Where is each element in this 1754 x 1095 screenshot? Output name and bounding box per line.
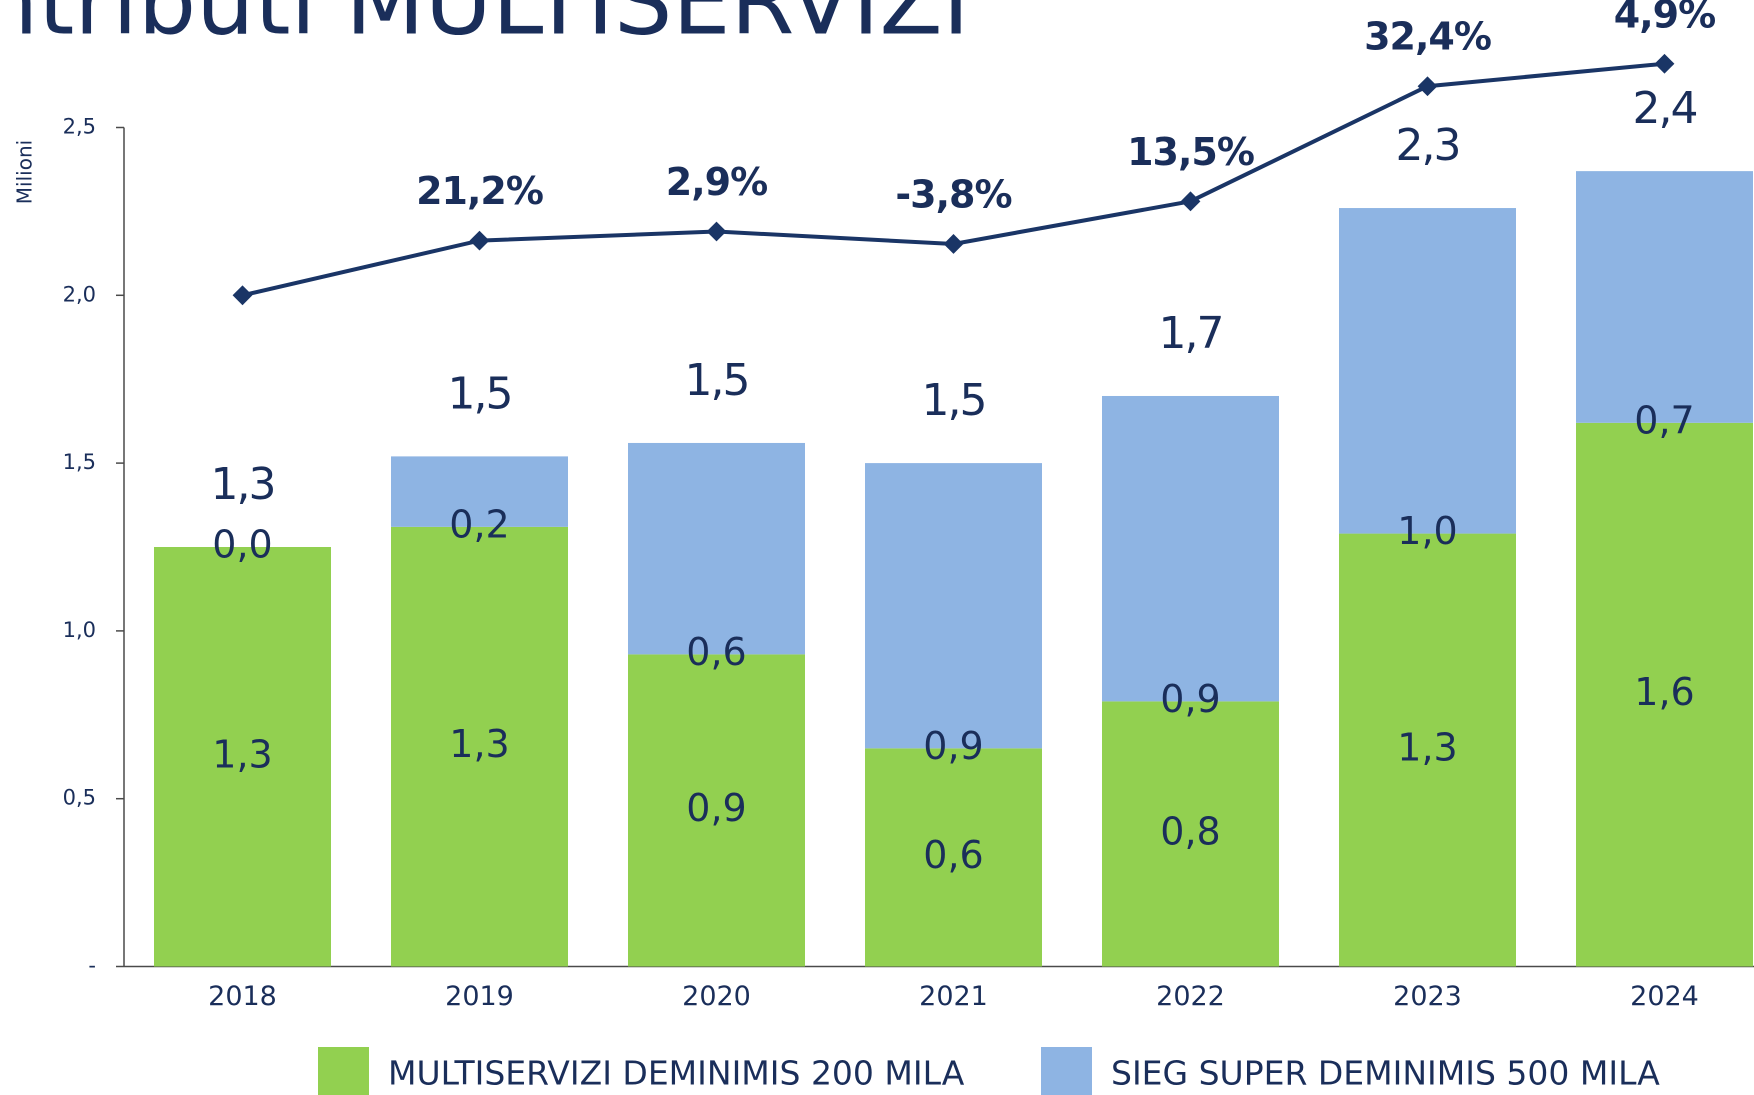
value-label: 0,9: [1160, 677, 1220, 721]
value-label: 0,6: [686, 630, 746, 674]
x-tick-label: 2018: [208, 981, 277, 1012]
growth-marker: [232, 285, 253, 306]
value-label: 0,2: [449, 502, 509, 546]
legend-label: SIEG SUPER DEMINIMIS 500 MILA: [1111, 1054, 1660, 1093]
chart-title: ntributi MULTISERVIZI: [0, 0, 970, 55]
value-label: 1,0: [1397, 509, 1457, 553]
y-tick-label: -: [88, 954, 96, 978]
growth-marker: [943, 234, 964, 254]
growth-label: 4,9%: [1614, 0, 1715, 36]
legend-swatch: [318, 1047, 369, 1095]
growth-marker: [1180, 191, 1201, 212]
bar-segment: [1339, 533, 1516, 967]
value-label: 0,7: [1634, 398, 1694, 442]
x-tick-label: 2019: [445, 981, 514, 1012]
total-label: 1,5: [448, 368, 512, 419]
bar-segment: [391, 456, 568, 527]
value-label: 1,3: [1397, 726, 1457, 770]
y-tick-label: 0,5: [63, 786, 96, 810]
y-tick-label: 2,5: [63, 115, 96, 139]
value-label: 0,9: [686, 786, 746, 830]
bar-segment: [1339, 208, 1516, 534]
bar-segment: [1102, 395, 1279, 702]
bar-segment: [628, 654, 805, 967]
y-axis-label: Milioni: [13, 140, 37, 204]
bar-segment: [1576, 171, 1753, 423]
bar-segment: [1102, 701, 1279, 967]
value-label: 0,6: [923, 833, 983, 877]
x-tick-label: 2020: [682, 981, 751, 1012]
value-label: 1,3: [449, 722, 509, 766]
y-tick-label: 2,0: [63, 282, 96, 306]
legend-label: MULTISERVIZI DEMINIMIS 200 MILA: [388, 1054, 965, 1093]
bar-segment: [628, 442, 805, 655]
total-label: 1,5: [922, 375, 986, 426]
x-tick-label: 2022: [1156, 981, 1225, 1012]
growth-label: 32,4%: [1364, 15, 1491, 59]
y-tick-label: 1,5: [63, 450, 96, 474]
bar-segment: [1576, 422, 1753, 967]
x-tick-label: 2024: [1630, 981, 1699, 1012]
bar-segment: [154, 547, 331, 967]
growth-label: -3,8%: [895, 172, 1011, 216]
growth-label: 13,5%: [1127, 130, 1254, 174]
legend-swatch: [1041, 1047, 1092, 1095]
value-label: 0,0: [212, 523, 272, 567]
growth-label: 2,9%: [666, 160, 767, 204]
total-label: 1,3: [211, 459, 275, 510]
bar-segment: [391, 526, 568, 967]
x-tick-label: 2023: [1393, 981, 1462, 1012]
growth-marker: [706, 221, 727, 242]
growth-marker: [1654, 53, 1675, 74]
value-label: 1,6: [1634, 670, 1694, 714]
growth-marker: [1417, 76, 1438, 97]
y-tick-label: 1,0: [63, 618, 96, 642]
value-label: 0,8: [1160, 809, 1220, 853]
bar-segment: [865, 748, 1042, 967]
total-label: 2,3: [1396, 120, 1460, 171]
value-label: 1,3: [212, 732, 272, 776]
bar-segment: [865, 463, 1042, 749]
value-label: 0,9: [923, 724, 983, 768]
growth-marker: [469, 230, 490, 251]
total-label: 2,4: [1633, 83, 1697, 134]
total-label: 1,5: [685, 355, 749, 406]
x-tick-label: 2021: [919, 981, 988, 1012]
growth-label: 21,2%: [416, 169, 543, 213]
total-label: 1,7: [1159, 308, 1223, 359]
